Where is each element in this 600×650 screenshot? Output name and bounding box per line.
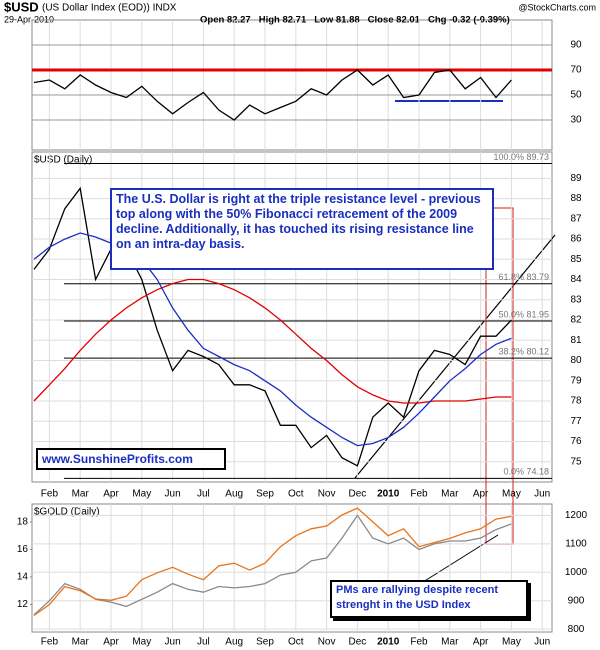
series-line bbox=[33, 507, 512, 617]
y-tick-label: 30 bbox=[570, 115, 582, 126]
y-tick-label: 50 bbox=[570, 90, 582, 101]
y-tick-label: 83 bbox=[570, 294, 582, 305]
x-tick-label: Oct bbox=[288, 637, 304, 648]
series-line bbox=[33, 514, 512, 616]
fib-label: 0.0% 74.18 bbox=[503, 467, 549, 477]
panel-label: $USD (Daily) bbox=[34, 155, 92, 166]
x-tick-label: Jun bbox=[534, 489, 550, 500]
x-tick-label: Sep bbox=[256, 489, 274, 500]
y-tick-label: 86 bbox=[570, 234, 582, 245]
x-tick-label: Nov bbox=[318, 489, 336, 500]
x-tick-label: Feb bbox=[410, 637, 428, 648]
y-tick-label: 80 bbox=[570, 355, 582, 366]
title: $USD bbox=[4, 0, 39, 14]
y-tick-label: 87 bbox=[570, 213, 582, 224]
annotation: The U.S. Dollar is right at the triple r… bbox=[110, 188, 494, 270]
y-tick-label: 76 bbox=[570, 436, 582, 447]
y-tick-label: 78 bbox=[570, 396, 582, 407]
x-tick-label: Apr bbox=[103, 489, 119, 500]
quote-item: Low 81.88 bbox=[314, 15, 359, 26]
x-tick-label: Nov bbox=[318, 637, 336, 648]
y-tick-label: 18 bbox=[17, 517, 29, 528]
x-tick-label: Feb bbox=[410, 489, 428, 500]
y-tick-label: 14 bbox=[17, 572, 29, 583]
x-tick-label: Dec bbox=[349, 489, 367, 500]
x-tick-label: Mar bbox=[441, 489, 459, 500]
y2-tick-label: 800 bbox=[568, 624, 585, 635]
x-tick-label: 2010 bbox=[377, 637, 400, 648]
subtitle: (US Dollar Index (EOD)) INDX bbox=[42, 3, 177, 14]
y-tick-label: 81 bbox=[570, 335, 582, 346]
series-line bbox=[33, 278, 512, 404]
quote-item: Close 82.01 bbox=[368, 15, 421, 26]
y-tick-label: 84 bbox=[570, 274, 582, 285]
x-tick-label: May bbox=[502, 489, 521, 500]
quote-item: High 82.71 bbox=[259, 15, 307, 26]
y-tick-label: 77 bbox=[570, 416, 582, 427]
y2-tick-label: 1200 bbox=[565, 510, 588, 521]
x-tick-label: May bbox=[132, 489, 151, 500]
x-tick-label: Aug bbox=[225, 637, 243, 648]
y-tick-label: 82 bbox=[570, 315, 582, 326]
x-tick-label: Jun bbox=[165, 637, 181, 648]
x-tick-label: May bbox=[502, 637, 521, 648]
quote-item: Open 82.27 bbox=[200, 15, 251, 26]
x-tick-label: Apr bbox=[473, 637, 489, 648]
y-tick-label: 89 bbox=[570, 173, 582, 184]
x-tick-label: Mar bbox=[72, 489, 90, 500]
y-tick-label: 16 bbox=[17, 544, 29, 555]
x-tick-label: Feb bbox=[41, 489, 59, 500]
rsi-panel bbox=[31, 19, 553, 151]
y2-tick-label: 1000 bbox=[565, 567, 588, 578]
x-tick-label: Apr bbox=[473, 489, 489, 500]
x-tick-label: Jun bbox=[165, 489, 181, 500]
x-tick-label: Apr bbox=[103, 637, 119, 648]
fib-label: 38.2% 80.12 bbox=[498, 346, 549, 356]
series-line bbox=[33, 69, 512, 121]
y-tick-label: 79 bbox=[570, 375, 582, 386]
source: @StockCharts.com bbox=[518, 2, 596, 12]
x-tick-label: Jun bbox=[534, 637, 550, 648]
y-tick-label: 70 bbox=[570, 65, 582, 76]
y-tick-label: 90 bbox=[570, 40, 582, 51]
fib-label: 50.0% 81.95 bbox=[498, 309, 549, 319]
annotation: www.SunshineProfits.com bbox=[36, 448, 226, 470]
y2-tick-label: 1100 bbox=[565, 538, 587, 549]
fib-label: 100.0% 89.73 bbox=[493, 152, 549, 162]
panel-label: $GOLD (Daily) bbox=[34, 507, 100, 518]
y-tick-label: 85 bbox=[570, 254, 582, 265]
x-tick-label: Dec bbox=[349, 637, 367, 648]
x-tick-label: Feb bbox=[41, 637, 59, 648]
annotation: PMs are rallying despite recent strenght… bbox=[330, 580, 528, 618]
x-tick-label: 2010 bbox=[377, 489, 400, 500]
gold-panel bbox=[31, 503, 553, 633]
quote-item: Chg -0.32 (-0.39%) bbox=[428, 15, 510, 26]
date: 29-Apr-2010 bbox=[4, 14, 54, 24]
x-tick-label: Jul bbox=[197, 637, 210, 648]
y-tick-label: 75 bbox=[570, 456, 582, 467]
x-tick-label: Aug bbox=[225, 489, 243, 500]
x-tick-label: Oct bbox=[288, 489, 304, 500]
y-tick-label: 88 bbox=[570, 193, 582, 204]
x-tick-label: Mar bbox=[72, 637, 90, 648]
y2-tick-label: 900 bbox=[568, 595, 585, 606]
x-tick-label: Jul bbox=[197, 489, 210, 500]
x-tick-label: Sep bbox=[256, 637, 274, 648]
price-panel bbox=[31, 151, 553, 483]
x-tick-label: Mar bbox=[441, 637, 459, 648]
fib-label: 61.8% 83.79 bbox=[498, 272, 549, 282]
y-tick-label: 12 bbox=[17, 599, 29, 610]
x-tick-label: May bbox=[132, 637, 151, 648]
